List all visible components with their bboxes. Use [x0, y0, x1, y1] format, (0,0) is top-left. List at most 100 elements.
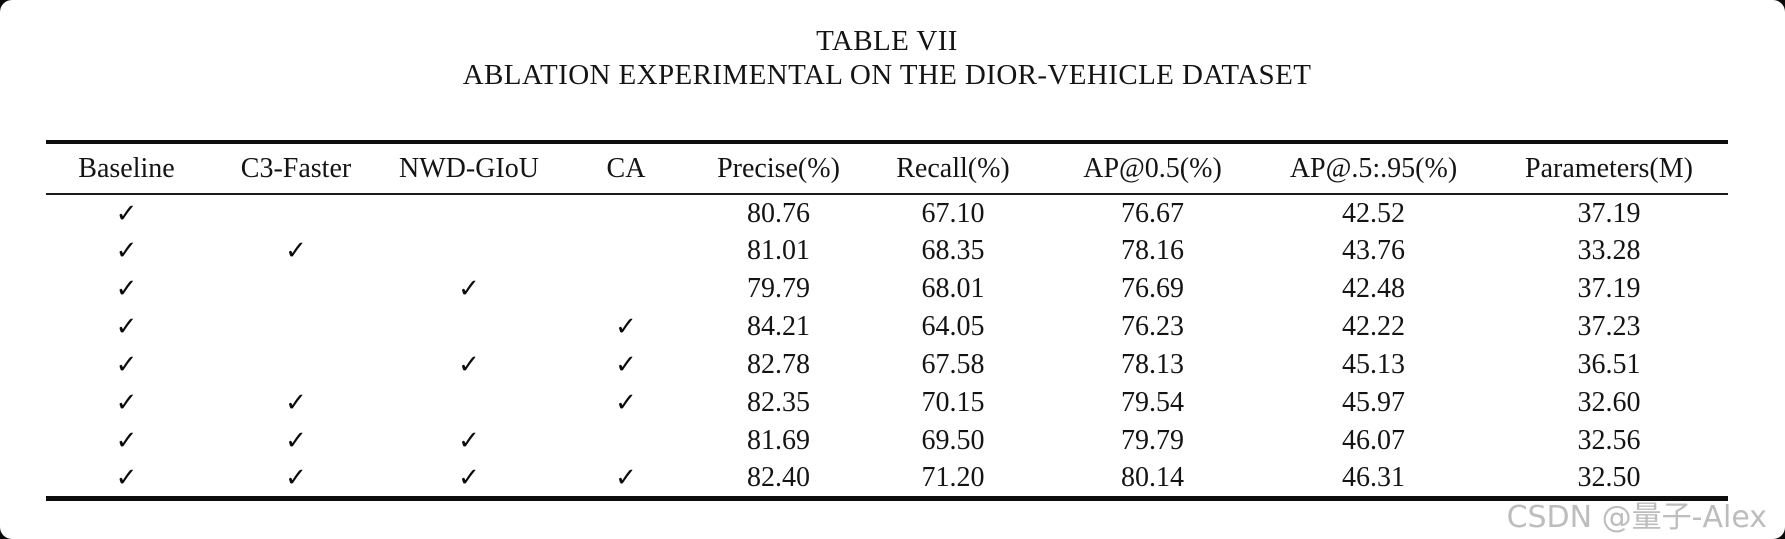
table-header-cell: Precise(%) — [699, 142, 858, 195]
table-header-cell: AP@.5:.95(%) — [1257, 142, 1490, 195]
checkmark-icon: ✓ — [285, 388, 307, 418]
checkmark-cell: ✓ — [385, 270, 553, 308]
empty-cell — [385, 194, 553, 232]
table-row: ✓ ✓ ✓ ✓ 82.40 71.20 80.14 46.31 32.50 — [46, 460, 1728, 501]
value-cell: 82.40 — [699, 460, 858, 501]
value-cell: 42.22 — [1342, 311, 1405, 342]
value-cell: 42.52 — [1342, 197, 1405, 229]
checkmark-cell: ✓ — [553, 308, 699, 346]
value-cell: 68.01 — [921, 273, 985, 304]
value-cell: 37.19 — [1577, 273, 1641, 304]
value-cell: 79.54 — [1121, 387, 1184, 418]
value-cell: 78.13 — [1121, 349, 1184, 380]
checkmark-cell: ✓ — [207, 232, 385, 270]
empty-cell — [553, 194, 699, 232]
empty-cell — [207, 308, 385, 346]
empty-cell — [553, 232, 699, 270]
checkmark-cell: ✓ — [385, 346, 553, 384]
empty-cell — [385, 384, 553, 422]
checkmark-cell: ✓ — [46, 232, 207, 270]
checkmark-icon: ✓ — [285, 462, 307, 493]
checkmark-cell: ✓ — [207, 460, 385, 501]
table-header-cell: C3-Faster — [207, 142, 385, 195]
ablation-table: Baseline C3-Faster NWD-GIoU CA Precise(%) Rec… — [46, 140, 1728, 501]
checkmark-icon: ✓ — [458, 274, 480, 304]
checkmark-icon: ✓ — [115, 236, 138, 266]
checkmark-cell: ✓ — [46, 270, 207, 308]
value-cell: 82.35 — [747, 387, 810, 418]
table-row: ✓ ✓ ✓ 81.69 69.50 79.79 46.07 32.56 — [46, 422, 1728, 460]
checkmark-cell: ✓ — [207, 384, 385, 422]
table-caption: TABLE VII ABLATION EXPERIMENTAL ON THE D… — [46, 24, 1728, 92]
value-cell: 79.79 — [747, 273, 810, 304]
watermark: CSDN @量子-Alex — [1506, 500, 1767, 535]
value-cell: 67.10 — [921, 197, 985, 229]
checkmark-icon: ✓ — [615, 312, 637, 342]
value-cell: 64.05 — [921, 311, 985, 342]
table-row: ✓ ✓ ✓ 82.35 70.15 79.54 45.97 32.60 — [46, 384, 1728, 422]
value-cell: 81.01 — [747, 235, 810, 266]
checkmark-icon: ✓ — [285, 426, 307, 456]
empty-cell — [385, 308, 553, 346]
table-caption-title: ABLATION EXPERIMENTAL ON THE DIOR-VEHICL… — [462, 59, 1312, 91]
checkmark-cell: ✓ — [46, 194, 207, 232]
table-row: ✓ ✓ 81.01 68.35 78.16 43.76 33.28 — [46, 232, 1728, 270]
checkmark-icon: ✓ — [458, 462, 480, 493]
value-cell: 45.13 — [1342, 349, 1405, 380]
checkmark-icon: ✓ — [115, 388, 138, 418]
value-cell: 42.48 — [1342, 273, 1405, 304]
value-cell: 70.15 — [921, 387, 985, 418]
empty-cell — [553, 270, 699, 308]
value-cell: 79.79 — [1121, 425, 1184, 456]
value-cell: 84.21 — [747, 311, 810, 342]
table-row: ✓ 80.76 67.10 76.67 42.52 37.19 — [46, 194, 1728, 232]
value-cell: 33.28 — [1577, 235, 1641, 266]
checkmark-cell: ✓ — [46, 384, 207, 422]
checkmark-cell: ✓ — [46, 422, 207, 460]
table-header-row: Baseline C3-Faster NWD-GIoU CA Precise(%) Rec… — [46, 142, 1728, 195]
checkmark-cell: ✓ — [553, 346, 699, 384]
value-cell: 82.78 — [747, 349, 810, 380]
table-row: ✓ ✓ 84.21 64.05 76.23 42.22 37.23 — [46, 308, 1728, 346]
value-cell: 43.76 — [1342, 235, 1405, 266]
empty-cell — [553, 422, 699, 460]
empty-cell — [207, 346, 385, 384]
checkmark-icon: ✓ — [285, 236, 307, 266]
checkmark-cell: ✓ — [553, 460, 699, 501]
empty-cell — [385, 232, 553, 270]
value-cell: 67.58 — [921, 349, 985, 380]
value-cell: 80.76 — [747, 197, 810, 229]
table-row: ✓ ✓ 79.79 68.01 76.69 42.48 37.19 — [46, 270, 1728, 308]
value-cell: 46.31 — [1257, 460, 1490, 501]
empty-cell — [207, 270, 385, 308]
checkmark-icon: ✓ — [615, 388, 637, 418]
value-cell: 78.16 — [1121, 235, 1184, 266]
table-header-cell: NWD-GIoU — [385, 142, 553, 195]
checkmark-icon: ✓ — [115, 198, 138, 229]
checkmark-cell: ✓ — [385, 422, 553, 460]
table-header-cell: Parameters(M) — [1490, 142, 1728, 195]
checkmark-icon: ✓ — [115, 350, 138, 380]
checkmark-cell: ✓ — [385, 460, 553, 501]
checkmark-cell: ✓ — [46, 460, 207, 501]
table-header-cell: CA — [553, 142, 699, 195]
value-cell: 76.23 — [1121, 311, 1184, 342]
checkmark-icon: ✓ — [615, 462, 637, 493]
checkmark-icon: ✓ — [615, 350, 637, 380]
checkmark-cell: ✓ — [553, 384, 699, 422]
value-cell: 76.67 — [1121, 197, 1184, 229]
value-cell: 37.19 — [1577, 197, 1641, 229]
value-cell: 46.07 — [1342, 425, 1405, 456]
checkmark-icon: ✓ — [115, 274, 138, 304]
value-cell: 71.20 — [858, 460, 1048, 501]
checkmark-icon: ✓ — [115, 312, 138, 342]
checkmark-icon: ✓ — [115, 462, 138, 493]
value-cell: 69.50 — [921, 425, 985, 456]
checkmark-cell: ✓ — [46, 308, 207, 346]
table-header-cell: AP@0.5(%) — [1048, 142, 1257, 195]
table-caption-number: TABLE VII — [816, 25, 958, 57]
value-cell: 80.14 — [1048, 460, 1257, 501]
table-header-cell: Recall(%) — [858, 142, 1048, 195]
value-cell: 45.97 — [1342, 387, 1405, 418]
